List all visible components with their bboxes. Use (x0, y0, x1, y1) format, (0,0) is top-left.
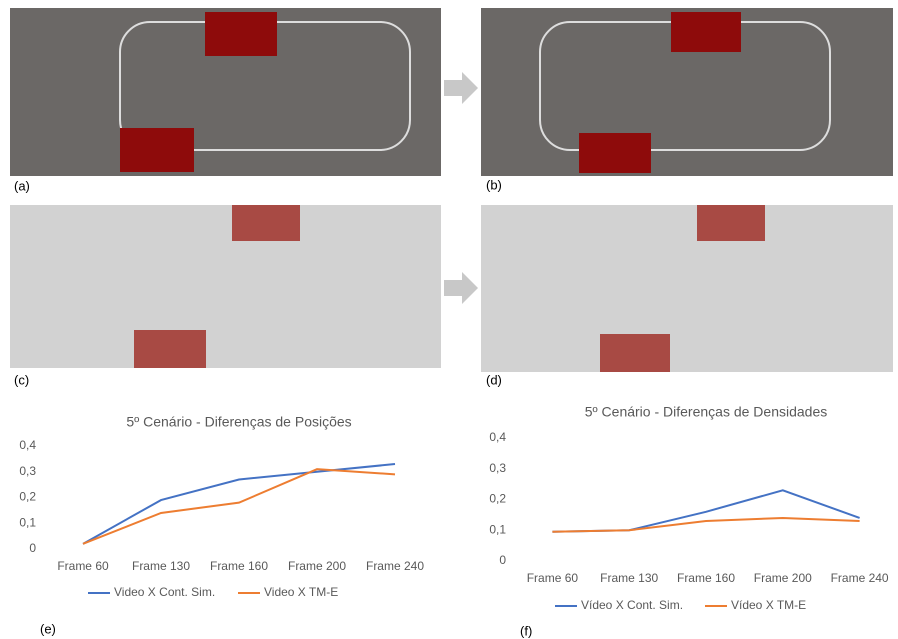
x-tick-label: Frame 240 (831, 571, 889, 585)
panel-label: (c) (14, 372, 29, 387)
x-tick-label: Frame 160 (210, 559, 268, 573)
y-tick-label: 0,4 (19, 438, 36, 452)
y-tick-label: 0 (499, 553, 506, 567)
chart-title: 5º Cenário - Diferenças de Densidades (585, 404, 827, 420)
obstacle (134, 330, 206, 368)
x-tick-label: Frame 200 (288, 559, 346, 573)
legend-label: Video X Cont. Sim. (114, 585, 215, 599)
obstacle (671, 12, 741, 52)
y-tick-label: 0,3 (19, 464, 36, 478)
x-tick-label: Frame 130 (600, 571, 658, 585)
obstacle (600, 334, 670, 372)
obstacle (697, 205, 765, 241)
x-tick-label: Frame 160 (677, 571, 735, 585)
arrow (444, 272, 478, 304)
y-tick-label: 0,2 (19, 490, 36, 504)
y-tick-label: 0,1 (19, 515, 36, 529)
arrow (444, 72, 478, 104)
y-tick-label: 0,3 (489, 461, 506, 475)
sim-c (10, 205, 441, 368)
x-tick-label: Frame 60 (527, 571, 579, 585)
series-line (552, 516, 860, 533)
series-line (82, 463, 396, 545)
y-tick-label: 0,1 (489, 522, 506, 536)
legend-label: Video X TM-E (264, 585, 338, 599)
panel-label: (d) (486, 372, 502, 387)
x-tick-label: Frame 200 (754, 571, 812, 585)
series-line (82, 468, 396, 545)
y-tick-label: 0,4 (489, 430, 506, 444)
legend-label: Vídeo X TM-E (731, 598, 806, 612)
y-tick-label: 0,2 (489, 492, 506, 506)
x-tick-label: Frame 60 (57, 559, 109, 573)
sim-d (481, 205, 893, 372)
obstacle (232, 205, 300, 241)
x-tick-label: Frame 240 (366, 559, 424, 573)
y-tick-label: 0 (29, 541, 36, 555)
panel-label: (b) (486, 177, 502, 192)
series-line (552, 489, 860, 533)
obstacle (120, 128, 194, 172)
obstacle (205, 12, 277, 56)
legend-label: Vídeo X Cont. Sim. (581, 598, 683, 612)
x-tick-label: Frame 130 (132, 559, 190, 573)
panel-label: (a) (14, 178, 30, 193)
panel-label: (e) (40, 621, 56, 636)
obstacle (579, 133, 651, 173)
chart-title: 5º Cenário - Diferenças de Posições (126, 414, 351, 430)
panel-label: (f) (520, 623, 532, 638)
